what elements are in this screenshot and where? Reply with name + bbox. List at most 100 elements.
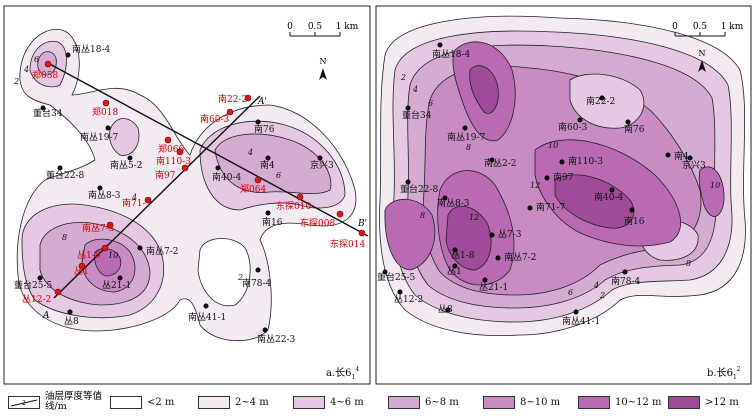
panel-a: 0 0.5 1 km N A A' B' 南丛18-4 董台34 南丛19-7 南丛5… (3, 5, 371, 385)
well-marker (37, 275, 43, 281)
section-line-a (53, 95, 261, 299)
well-label: 南78-4 (242, 277, 271, 289)
well-label: 董台34 (33, 107, 63, 119)
section-label-a: A (42, 311, 50, 321)
well-marker (40, 105, 46, 111)
well-marker (495, 255, 501, 261)
contour-label: 4 (23, 65, 29, 74)
well-marker (137, 245, 143, 251)
well-label: 南22-2 (586, 95, 615, 107)
well-marker (67, 309, 73, 315)
well-marker (445, 307, 451, 313)
well-label: 东探010 (276, 200, 311, 212)
legend-swatch (578, 395, 610, 409)
well-label: 京兴3 (682, 159, 706, 171)
well-label: 南丛18-4 (72, 43, 110, 55)
b-contour-10-12-ne (698, 166, 725, 217)
scale-tick-0: 0 (672, 22, 678, 32)
contour-label: 8 (62, 233, 67, 242)
contour-label: 8 (420, 211, 425, 220)
contour-label: 4 (247, 148, 253, 157)
well-marker (609, 187, 615, 193)
well-label: 南丛8-3 (437, 197, 470, 209)
well-label: 南丛2-2 (484, 157, 517, 169)
well-marker (397, 289, 403, 295)
well-marker (599, 95, 605, 101)
well-marker (405, 105, 411, 111)
legend-item: >12 m (668, 394, 739, 410)
north-arrow-b: N (698, 49, 706, 72)
legend-item: 10~12 m (578, 394, 662, 410)
well-marker (559, 159, 565, 165)
legend-contour-line: 2 油层厚度等值线/m (8, 392, 115, 412)
well-marker (452, 247, 458, 253)
well-label: 丛7-3 (498, 229, 522, 240)
well-marker (265, 155, 271, 161)
well-label: 董台34 (402, 109, 432, 121)
well-label: 南丛22-3 (257, 333, 295, 345)
scale-tick-1km: 1 km (721, 22, 744, 32)
well-label: 南4 (674, 150, 689, 162)
well-label: 董台25-5 (14, 279, 52, 291)
well-label: 南16 (262, 216, 283, 228)
well-marker (527, 205, 533, 211)
contour-label: 10 (548, 141, 558, 150)
well-label: 南丛7-2 (146, 245, 179, 257)
well-label: 东探014 (330, 238, 365, 250)
well-marker (622, 269, 628, 275)
contour-label: 10 (108, 251, 118, 260)
legend-label: >12 m (705, 396, 739, 408)
north-arrow-icon (319, 68, 327, 80)
well-label: 南16 (624, 215, 645, 227)
well-marker (117, 275, 123, 281)
well-label: 丛8 (64, 316, 79, 327)
legend-swatch (293, 395, 325, 409)
contour-label: 4 (412, 85, 418, 94)
well-label: 郑064 (240, 183, 266, 195)
well-marker (482, 277, 488, 283)
wells-b: 南丛18-4 董台34 南丛19-7 南60-3 南22-2 南76 南丛2-2 南110-3… (377, 42, 706, 327)
legend-label: 8~10 m (520, 396, 561, 408)
well-marker (105, 125, 111, 131)
well-marker (44, 60, 52, 68)
well-label: 南22-2 (218, 93, 247, 105)
contour-label: 6 (276, 171, 281, 180)
legend-contour-label: 油层厚度等值线/m (45, 391, 103, 412)
well-marker (78, 262, 86, 270)
legend-item: 2~4 m (198, 394, 269, 410)
well-label: 南丛8-3 (88, 189, 121, 201)
panel-b-label: b.长612 (707, 366, 741, 381)
well-marker (176, 148, 184, 156)
legend-swatch (483, 395, 515, 409)
well-marker (437, 42, 443, 48)
well-label: 南60-3 (200, 113, 229, 125)
well-label: 南78-4 (611, 275, 640, 287)
legend-contour-value: 2 (22, 400, 26, 407)
legend-label: 2~4 m (235, 396, 269, 408)
well-label: 南丛19-7 (80, 131, 118, 143)
contour-island (197, 238, 251, 307)
well-label: 丛21-1 (102, 280, 131, 291)
well-marker (452, 263, 458, 269)
well-label: 南40-4 (212, 171, 241, 183)
well-label: 董台22-8 (400, 183, 438, 195)
well-marker (462, 125, 468, 131)
scale-tick-05: 0.5 (308, 22, 323, 32)
scale-bar-a: 0 0.5 1 km (287, 22, 359, 37)
well-marker (262, 327, 268, 333)
b-contour-gt12-north (469, 65, 499, 114)
well-label: 南4 (260, 159, 275, 171)
well-marker (164, 136, 172, 144)
contour-label: 4 (131, 193, 137, 202)
well-label: 南97 (553, 171, 574, 183)
contour-label: 2 (237, 273, 243, 282)
legend-label: 4~6 m (330, 396, 364, 408)
well-marker (215, 165, 221, 171)
well-label: 郑018 (92, 106, 118, 118)
scale-tick-0: 0 (287, 22, 293, 32)
b-contour-gt12-sw (445, 205, 492, 271)
well-marker (244, 94, 252, 102)
well-marker (102, 99, 110, 107)
legend-item: <2 m (110, 394, 174, 410)
